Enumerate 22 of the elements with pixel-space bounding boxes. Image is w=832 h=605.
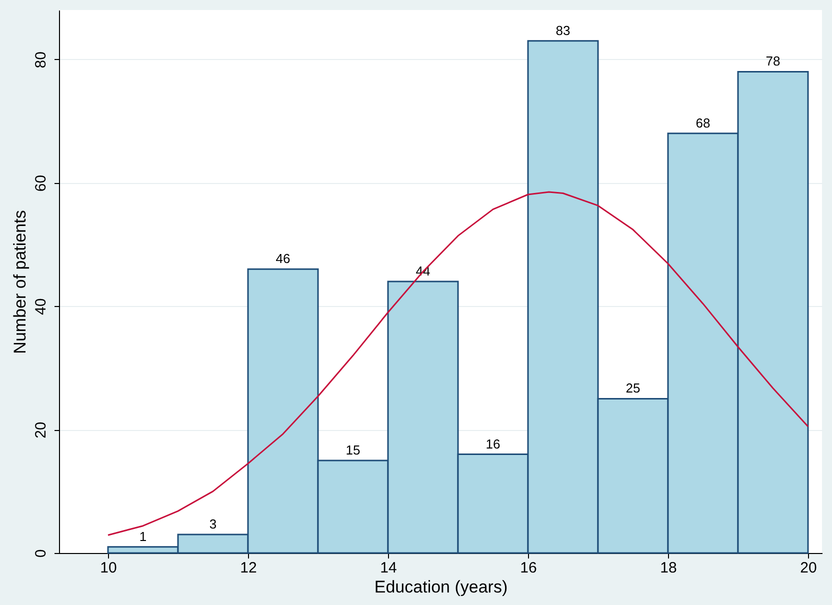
data-label: 46 <box>276 251 290 266</box>
y-tick-label: 40 <box>32 298 50 316</box>
data-label: 15 <box>346 442 360 458</box>
data-label: 1 <box>139 528 147 544</box>
data-label: 83 <box>556 22 570 38</box>
x-tick-label: 20 <box>800 560 817 576</box>
y-tick-label: 0 <box>32 549 50 558</box>
x-tick-label: 14 <box>380 560 397 576</box>
x-tick-label: 16 <box>520 560 537 576</box>
data-label: 3 <box>209 516 217 532</box>
y-tick-label: 20 <box>32 422 50 438</box>
x-tick-label: 12 <box>240 560 257 576</box>
x-tick-label: 10 <box>100 560 117 576</box>
y-tick-label: 80 <box>32 52 50 68</box>
data-label: 16 <box>486 436 500 452</box>
y-tick-label: 60 <box>32 174 50 192</box>
data-label: 68 <box>696 115 710 130</box>
x-tick-label: 18 <box>660 560 677 576</box>
x-axis-title: Education (years) <box>374 578 508 596</box>
y-axis-title: Number of patients <box>10 210 30 354</box>
data-label: 25 <box>626 380 640 396</box>
data-label: 78 <box>766 54 780 69</box>
